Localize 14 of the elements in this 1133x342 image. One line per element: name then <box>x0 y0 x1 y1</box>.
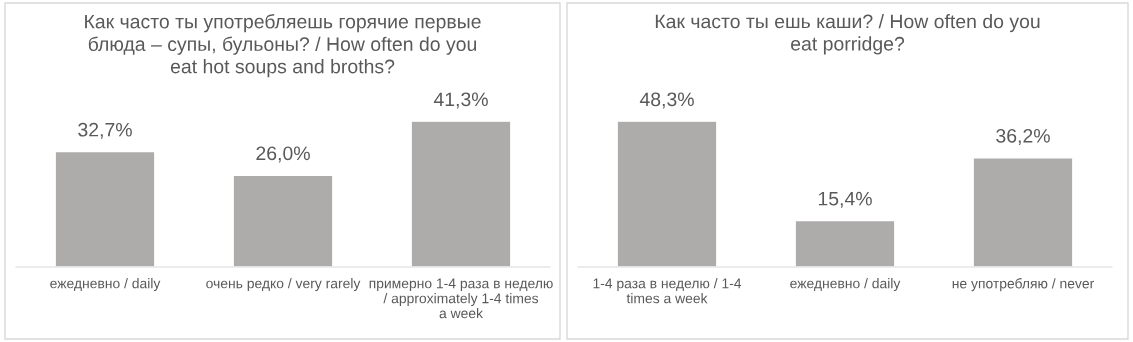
data-label: 26,0% <box>256 146 310 163</box>
x-tick-label: не употребляю / never <box>952 278 1095 292</box>
chart-title: Как часто ты ешь каши? / How often do you eat porridge? <box>655 14 1040 55</box>
x-tick-label: очень редко / very rarely <box>206 278 361 292</box>
data-label: 15,4% <box>818 191 872 208</box>
x-tick-label: ежедневно / daily <box>50 278 161 292</box>
data-label: 32,7% <box>78 122 132 139</box>
x-tick-label: ежедневно / daily <box>790 278 901 292</box>
chart-title: Как часто ты употребляешь горячие первые блюда – супы, бульоны? / How often do you eat hot soups and broths? <box>85 14 481 78</box>
x-tick-label: 1-4 раза в неделю / 1-4 times a week <box>593 278 742 304</box>
x-tick-label: примерно 1-4 раза в неделю / approximately 1-4 times a week <box>369 278 553 319</box>
data-label: 48,3% <box>639 92 694 109</box>
data-label: 41,3% <box>433 92 488 109</box>
data-label: 36,2% <box>996 128 1050 146</box>
